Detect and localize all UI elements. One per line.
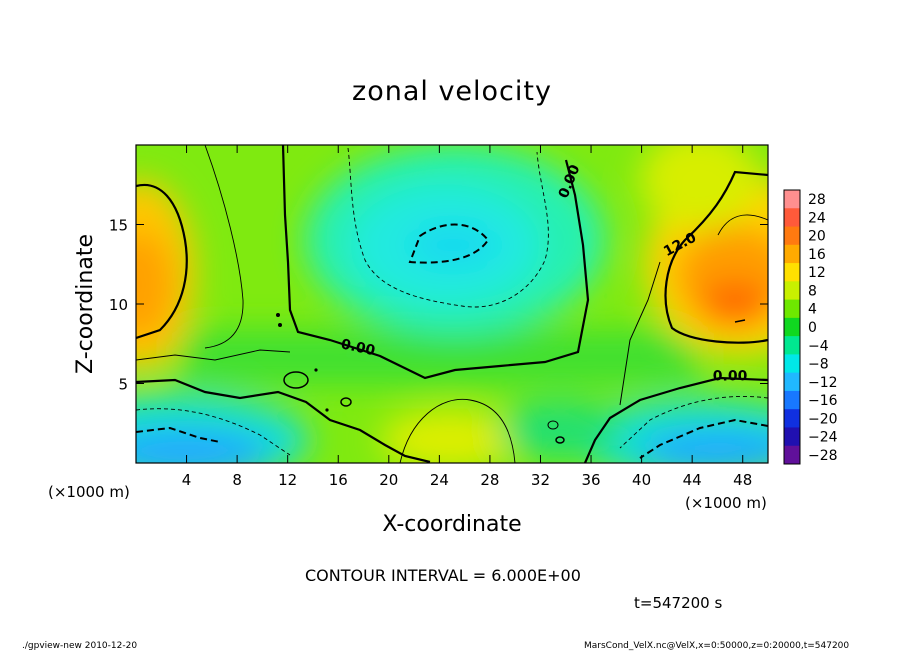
colorbar-label: −8 — [808, 357, 829, 373]
colorbar-label: 16 — [808, 247, 826, 263]
x-unit-label-right: (×1000 m) — [685, 494, 767, 512]
colorbar-label: −16 — [808, 393, 838, 409]
x-tick-label: 20 — [379, 471, 398, 489]
colorbar-swatch — [784, 336, 800, 355]
x-axis-label: X-coordinate — [382, 512, 522, 537]
x-tick-label: 44 — [683, 471, 702, 489]
x-tick-label: 24 — [430, 471, 449, 489]
colorbar-label: 20 — [808, 229, 826, 245]
colorbar-swatch — [784, 226, 800, 246]
chart-title: zonal velocity — [352, 76, 552, 107]
x-tick-label: 40 — [632, 471, 651, 489]
x-tick-label: 4 — [182, 471, 192, 489]
x-tick-label: 32 — [531, 471, 550, 489]
contour-label: 0.00 — [339, 336, 376, 359]
colorbar-swatch — [784, 409, 800, 428]
colorbar-swatch — [784, 354, 800, 374]
colorbar-swatch — [784, 445, 800, 465]
y-tick-label: 5 — [118, 376, 128, 394]
y-axis-label: Z-coordinate — [73, 234, 98, 374]
colorbar-label: 12 — [808, 265, 826, 281]
colorbar-label: −12 — [808, 375, 838, 391]
x-tick-label: 8 — [232, 471, 242, 489]
x-tick-label: 48 — [733, 471, 752, 489]
contour-lines — [136, 145, 768, 463]
footer-left-text: ./gpview-new 2010-12-20 — [22, 641, 138, 651]
x-tick-label: 12 — [278, 471, 297, 489]
colorbar-swatch — [784, 190, 800, 209]
axis-ticks — [136, 145, 768, 463]
colorbar-swatch — [784, 317, 800, 337]
colorbar-label: −28 — [808, 448, 838, 464]
footer-right-text: MarsCond_VelX.nc@VelX,x=0:50000,z=0:2000… — [584, 641, 850, 651]
colorbar-swatch — [784, 299, 800, 319]
colorbar-swatch — [784, 263, 800, 282]
x-unit-label-left: (×1000 m) — [48, 483, 130, 501]
colorbar-label: −24 — [808, 430, 838, 446]
contour-interval-label: CONTOUR INTERVAL = 6.000E+00 — [305, 566, 581, 585]
colorbar-label: 4 — [808, 302, 817, 318]
y-tick-label: 15 — [109, 217, 128, 235]
colorbar-swatch — [784, 390, 800, 410]
x-tick-label: 36 — [581, 471, 600, 489]
x-tick-label: 28 — [480, 471, 499, 489]
colorbar-label: 24 — [808, 210, 826, 226]
colorbar-label: 0 — [808, 320, 817, 336]
contour-label: 0.00 — [713, 368, 748, 384]
colorbar-label: 8 — [808, 283, 817, 299]
colorbar-swatch — [784, 281, 800, 301]
colorbar-swatch — [784, 244, 800, 264]
x-tick-labels: 4 8 12 16 20 24 28 32 36 40 44 48 — [182, 471, 752, 489]
y-tick-labels: 5 10 15 — [109, 217, 128, 394]
colorbar-swatch — [784, 372, 800, 392]
colorbar-label: 28 — [808, 192, 826, 208]
y-tick-label: 10 — [109, 296, 128, 314]
colorbar-label: −4 — [808, 338, 829, 354]
time-label: t=547200 s — [634, 594, 723, 612]
colorbar-swatch — [784, 427, 800, 447]
colorbar-swatch — [784, 208, 800, 228]
colorbar-label: −20 — [808, 411, 838, 427]
x-tick-label: 16 — [329, 471, 348, 489]
colorbar-frame — [783, 189, 801, 465]
colorbar: 28 24 20 16 12 8 4 0 −4 −8 −12 −16 −20 −24 −28 — [783, 189, 838, 465]
